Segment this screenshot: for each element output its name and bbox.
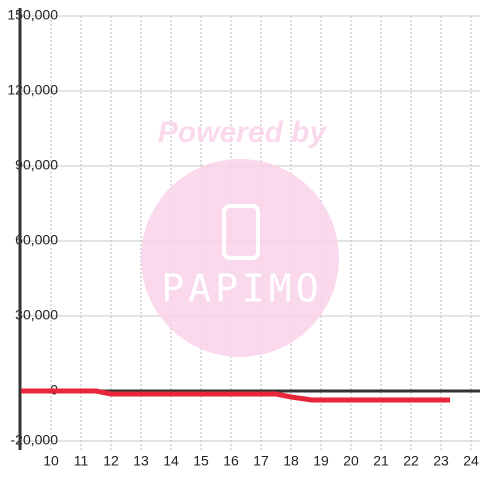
watermark-logo: PAPIMO [161, 267, 322, 311]
x-tick-label: 14 [163, 453, 179, 469]
y-tick-label: 120,000 [7, 82, 58, 98]
x-tick-label: 13 [133, 453, 149, 469]
x-tick-label: 12 [103, 453, 119, 469]
x-tick-label: 15 [193, 453, 209, 469]
x-tick-label: 22 [403, 453, 419, 469]
line [21, 388, 450, 403]
watermark-phone [222, 204, 260, 260]
watermark-text: Powered by [158, 116, 328, 149]
x-tick-label: 10 [43, 453, 59, 469]
watermark: Powered by PAPIMO [141, 116, 339, 357]
y-tick-label: 60,000 [15, 232, 58, 248]
y-tick-label: 90,000 [15, 157, 58, 173]
x-tick-label: 17 [253, 453, 269, 469]
x-tick-label: 20 [343, 453, 359, 469]
x-tick-label: 19 [313, 453, 329, 469]
x-tick-label: 16 [223, 453, 239, 469]
x-tick-label: 24 [463, 453, 479, 469]
x-tick-label: 21 [373, 453, 389, 469]
y-tick-label: -20,000 [11, 432, 59, 448]
x-tick-label: 23 [433, 453, 449, 469]
x-tick-label: 18 [283, 453, 299, 469]
y-tick-label: 30,000 [15, 307, 58, 323]
x-tick-label: 11 [74, 453, 89, 469]
y-tick-label: 150,000 [7, 7, 58, 23]
